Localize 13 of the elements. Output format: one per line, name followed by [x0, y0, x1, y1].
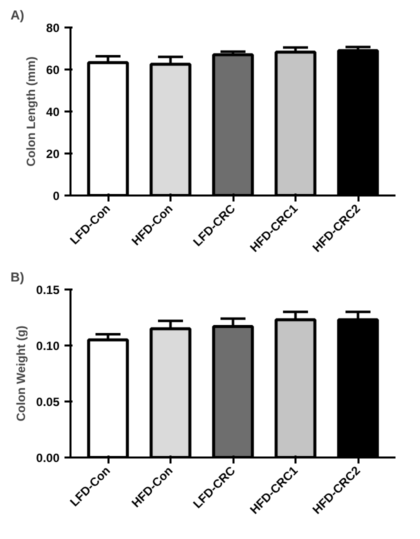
- y-tick-label: 80: [46, 21, 60, 35]
- y-tick-label: 0.15: [36, 283, 60, 297]
- y-axis-title: Colon Weight (g): [14, 326, 28, 422]
- y-tick-label: 0.00: [36, 451, 60, 465]
- y-axis-title: Colon Length (mm): [24, 56, 38, 166]
- y-tick-label: 20: [46, 147, 60, 161]
- y-tick-label: 40: [46, 105, 60, 119]
- y-tick-label: 0: [52, 189, 60, 203]
- y-tick-label: 0.10: [36, 339, 60, 353]
- chart-title: A): [10, 8, 24, 22]
- y-tick-label: 0.05: [36, 395, 60, 409]
- chart-title: B): [10, 270, 24, 284]
- y-tick-label: 60: [46, 63, 60, 77]
